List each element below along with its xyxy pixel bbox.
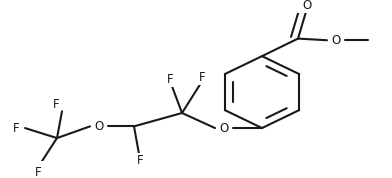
Text: F: F — [167, 73, 173, 86]
Text: F: F — [34, 166, 41, 178]
Text: O: O — [331, 34, 341, 47]
Text: O: O — [94, 120, 103, 133]
Text: F: F — [199, 71, 205, 84]
Text: F: F — [53, 98, 59, 111]
Text: F: F — [13, 122, 19, 135]
Text: F: F — [137, 154, 143, 167]
Text: O: O — [302, 0, 312, 12]
Text: O: O — [220, 122, 229, 135]
